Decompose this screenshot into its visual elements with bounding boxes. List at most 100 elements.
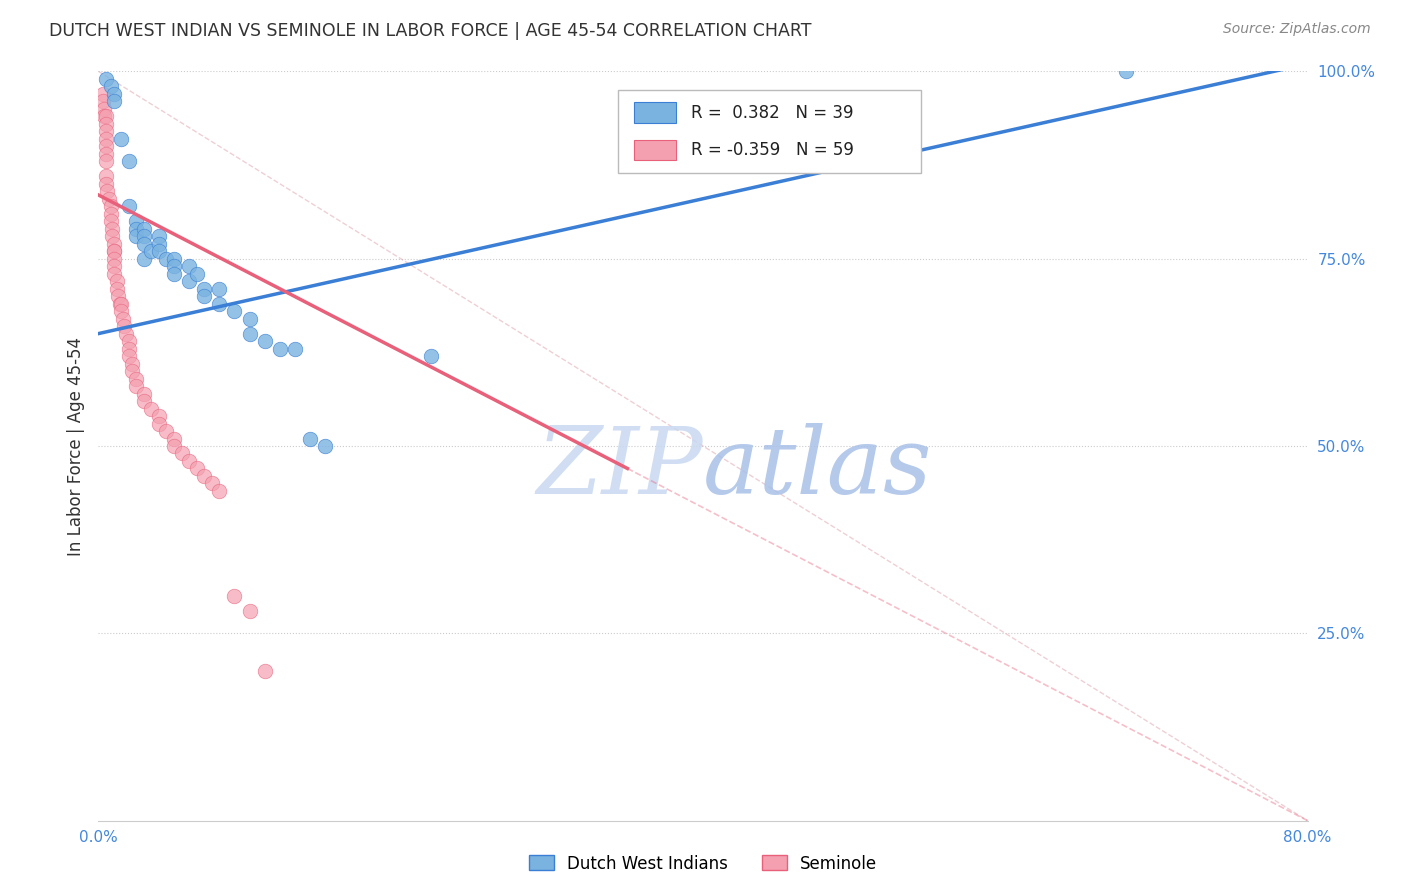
Point xyxy=(155,252,177,266)
Text: ZIP: ZIP xyxy=(536,424,703,514)
Point xyxy=(103,87,125,101)
Point xyxy=(100,79,122,94)
Point xyxy=(100,214,122,228)
Point xyxy=(148,229,170,244)
Point xyxy=(121,364,143,378)
Point xyxy=(118,349,141,363)
Point xyxy=(100,199,122,213)
FancyBboxPatch shape xyxy=(634,140,676,161)
Point xyxy=(105,282,128,296)
Point xyxy=(125,229,148,244)
Point xyxy=(170,446,193,460)
Point xyxy=(132,221,155,235)
Point xyxy=(110,132,132,146)
Point xyxy=(163,432,186,446)
Point xyxy=(125,214,148,228)
Point xyxy=(155,424,177,438)
Point xyxy=(193,282,215,296)
Point xyxy=(239,604,262,618)
Point xyxy=(94,169,117,184)
Point xyxy=(186,267,208,281)
Point xyxy=(125,371,148,385)
Point xyxy=(179,274,201,288)
Point xyxy=(186,461,208,475)
Text: DUTCH WEST INDIAN VS SEMINOLE IN LABOR FORCE | AGE 45-54 CORRELATION CHART: DUTCH WEST INDIAN VS SEMINOLE IN LABOR F… xyxy=(49,22,811,40)
Point xyxy=(314,439,336,453)
Point xyxy=(110,296,132,310)
Text: Source: ZipAtlas.com: Source: ZipAtlas.com xyxy=(1223,22,1371,37)
Point xyxy=(118,154,141,169)
Point xyxy=(132,252,155,266)
Point xyxy=(163,259,186,273)
Point xyxy=(148,409,170,423)
Point xyxy=(253,334,276,348)
Point xyxy=(132,386,155,401)
FancyBboxPatch shape xyxy=(634,103,676,123)
Text: R =  0.382   N = 39: R = 0.382 N = 39 xyxy=(690,103,853,121)
Point xyxy=(94,124,117,138)
Point xyxy=(179,259,201,273)
Point xyxy=(91,87,114,101)
Point xyxy=(132,394,155,409)
Point xyxy=(94,146,117,161)
Point xyxy=(103,244,125,259)
FancyBboxPatch shape xyxy=(619,90,921,172)
Point xyxy=(110,304,132,318)
Point xyxy=(103,259,125,273)
Point xyxy=(114,326,136,341)
Point xyxy=(94,109,117,123)
Point xyxy=(118,342,141,356)
Point xyxy=(121,357,143,371)
Point xyxy=(103,267,125,281)
Point xyxy=(94,117,117,131)
Point xyxy=(103,252,125,266)
Point xyxy=(103,236,125,251)
Point xyxy=(208,483,231,498)
Point xyxy=(163,267,186,281)
Point xyxy=(201,476,224,491)
Point xyxy=(94,177,117,191)
Point xyxy=(299,432,322,446)
Point xyxy=(105,274,128,288)
Point xyxy=(132,236,155,251)
Point xyxy=(141,401,163,416)
Point xyxy=(141,244,163,259)
Point xyxy=(98,192,121,206)
Text: atlas: atlas xyxy=(703,424,932,514)
Point xyxy=(93,102,115,116)
Point xyxy=(269,342,291,356)
Point xyxy=(193,469,215,483)
Point xyxy=(420,349,443,363)
Point xyxy=(112,319,135,334)
Point xyxy=(118,199,141,213)
Point xyxy=(111,311,134,326)
Point xyxy=(224,304,246,318)
Legend: Dutch West Indians, Seminole: Dutch West Indians, Seminole xyxy=(523,848,883,880)
Point xyxy=(94,154,117,169)
Point xyxy=(163,252,186,266)
Point xyxy=(93,109,115,123)
Point xyxy=(193,289,215,303)
Point xyxy=(125,221,148,235)
Point xyxy=(94,132,117,146)
Point xyxy=(239,326,262,341)
Point xyxy=(100,207,122,221)
Point xyxy=(179,454,201,468)
Point xyxy=(94,139,117,153)
Point xyxy=(118,334,141,348)
Point xyxy=(108,296,131,310)
Point xyxy=(253,664,276,678)
Point xyxy=(239,311,262,326)
Point xyxy=(208,296,231,310)
Point xyxy=(132,229,155,244)
Point xyxy=(148,236,170,251)
Point xyxy=(208,282,231,296)
Text: R = -0.359   N = 59: R = -0.359 N = 59 xyxy=(690,141,853,159)
Point xyxy=(103,244,125,259)
Point xyxy=(163,439,186,453)
Point xyxy=(96,184,118,198)
Point xyxy=(1115,64,1137,78)
Point xyxy=(125,379,148,393)
Point xyxy=(91,95,114,109)
Point xyxy=(284,342,307,356)
